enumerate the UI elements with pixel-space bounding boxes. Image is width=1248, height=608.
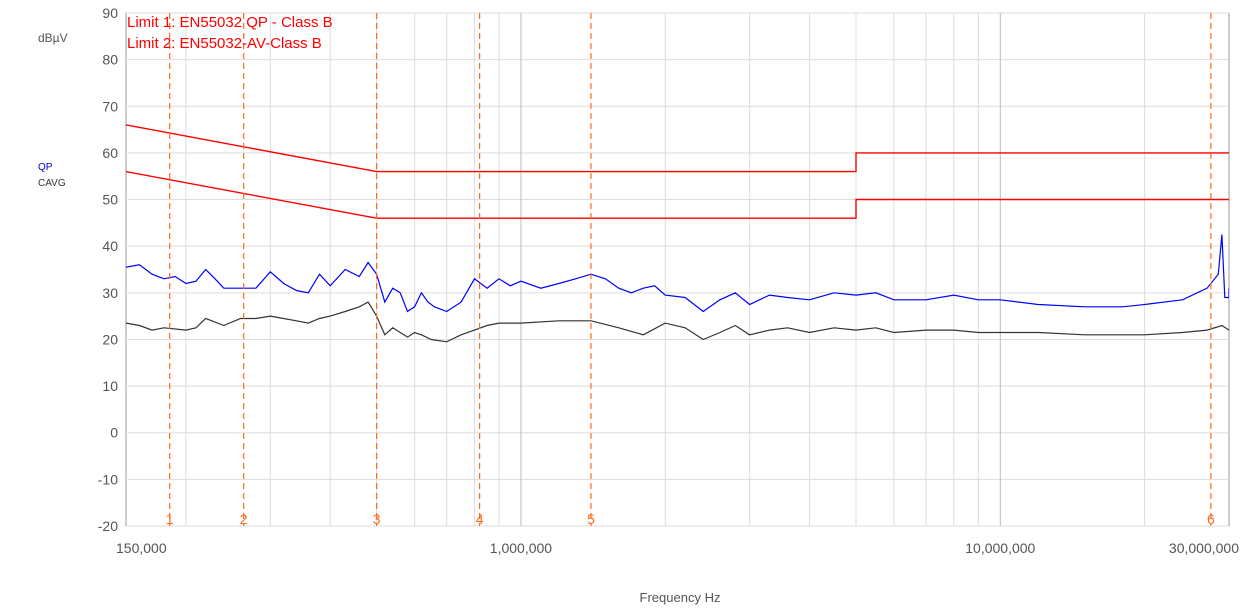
marker-label-2: 2 [240,511,248,527]
series-tag-qp: QP [38,162,53,173]
x-tick-labels: 150,000 1,000,000 10,000,000 30,000,000 [116,540,1239,556]
x-tick-label: 150,000 [116,540,167,556]
y-tick-label: 20 [102,331,118,347]
y-tick-label: -20 [98,518,118,534]
series-tag-cavg: CAVG [38,178,66,189]
marker-label-3: 3 [373,511,381,527]
y-tick-label: 60 [102,145,118,161]
marker-label-1: 1 [166,511,174,527]
y-tick-label: 90 [102,5,118,21]
legend-limit-1: Limit 1: EN55032 QP - Class B [127,14,333,31]
y-tick-label: 0 [110,425,118,441]
y-tick-label: 70 [102,98,118,114]
y-tick-label: 50 [102,192,118,208]
x-axis-label: Frequency Hz [640,590,721,605]
y-tick-labels: 90 80 70 60 50 40 30 20 10 0 -10 -20 [98,5,118,534]
y-tick-label: 80 [102,52,118,68]
plot-area [126,13,1229,526]
marker-label-4: 4 [476,511,484,527]
y-tick-label: -10 [98,471,118,487]
y-tick-label: 10 [102,378,118,394]
x-tick-label: 1,000,000 [490,540,552,556]
marker-label-5: 5 [587,511,595,527]
y-axis-label: dBµV [38,31,68,45]
y-tick-label: 40 [102,238,118,254]
legend-limit-2: Limit 2: EN55032-AV-Class B [127,35,322,52]
x-tick-label: 30,000,000 [1169,540,1239,556]
x-tick-label: 10,000,000 [965,540,1035,556]
marker-label-6: 6 [1207,511,1215,527]
y-tick-label: 30 [102,285,118,301]
